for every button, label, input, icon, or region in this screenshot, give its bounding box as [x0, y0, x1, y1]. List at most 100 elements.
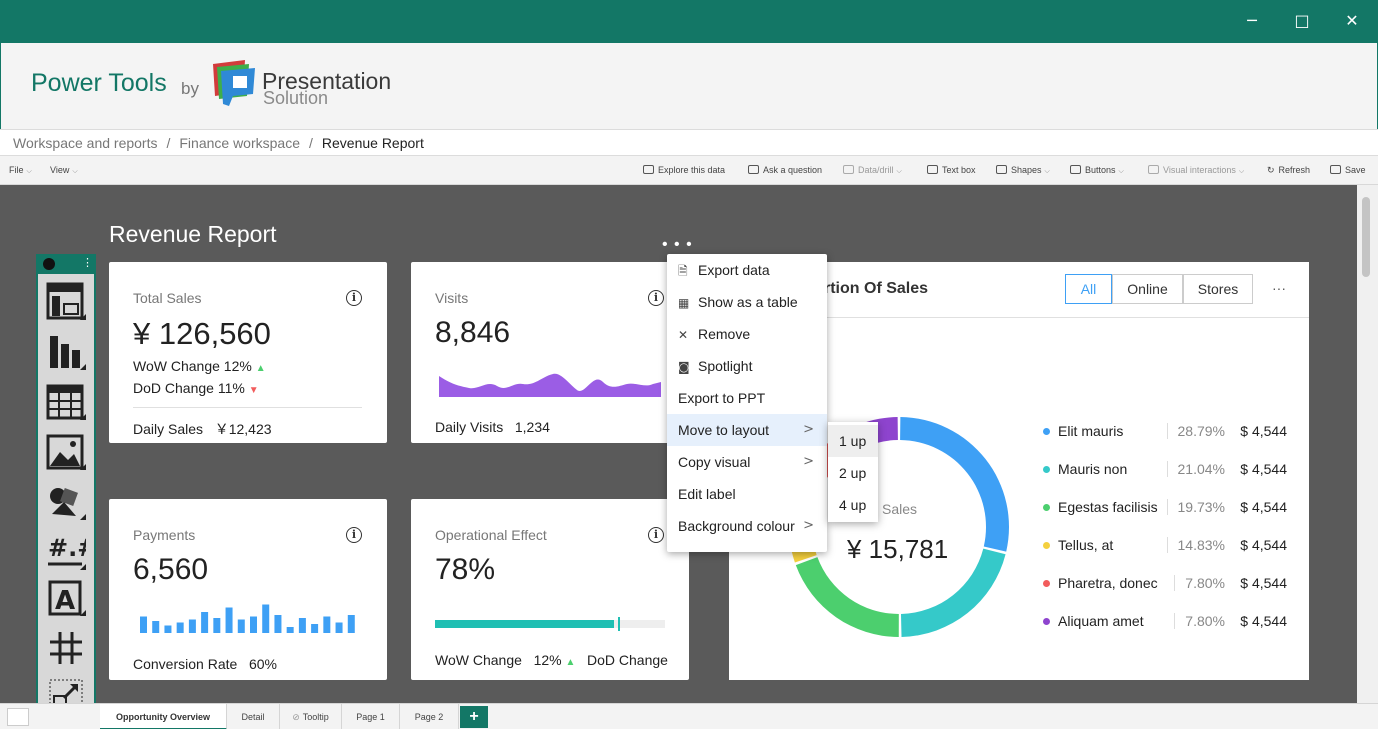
view-menu[interactable]: View ⌵ — [50, 165, 78, 176]
menu-label: Spotlight — [698, 358, 753, 374]
grid-tool-icon[interactable] — [46, 628, 86, 668]
payments-card[interactable]: Payments i 6,560 Conversion Rate 60% — [109, 499, 387, 680]
info-icon[interactable]: i — [346, 527, 362, 543]
chevron-down-icon: ⌵ — [72, 168, 78, 175]
submenu-1-up[interactable]: 1 up — [828, 425, 878, 457]
payments-bar — [347, 615, 355, 633]
payments-bar — [323, 616, 331, 633]
tab-detail[interactable]: Detail — [227, 704, 280, 729]
number-format-tool-icon[interactable]: #.# — [46, 532, 86, 572]
legend-name: Aliquam amet — [1058, 613, 1144, 629]
submenu-2-up[interactable]: 2 up — [839, 465, 867, 481]
legend-value: $ 4,544 — [1240, 423, 1287, 439]
visual-context-menu: 🗎 Export data ▦ Show as a table ✕ Remove ◙ S… — [667, 254, 827, 552]
chevron-down-icon: ⌵ — [1044, 168, 1050, 175]
menu-background-colour[interactable]: Background colour > — [667, 510, 827, 542]
grip-icon[interactable]: ⋮ — [82, 257, 93, 269]
info-icon[interactable]: i — [648, 290, 664, 306]
image-tool-icon[interactable] — [46, 432, 86, 472]
visual-interactions-button[interactable]: Visual interactions ⌵ — [1148, 165, 1244, 176]
legend-row[interactable]: Mauris non 21.04% $ 4,544 — [1043, 461, 1293, 481]
visits-card[interactable]: Visits i 8,846 Daily Visits 1,234 — [411, 262, 689, 443]
bar-chart-tool-icon[interactable] — [46, 332, 86, 372]
svg-text:A: A — [55, 586, 75, 616]
add-page-button[interactable]: + — [460, 706, 488, 728]
legend-row[interactable]: Elit mauris 28.79% $ 4,544 — [1043, 423, 1293, 443]
menu-move-to-layout[interactable]: Move to layout > — [667, 414, 827, 446]
scrollbar-thumb[interactable] — [1362, 197, 1370, 277]
legend-row[interactable]: Aliquam amet 7.80% $ 4,544 — [1043, 613, 1293, 633]
donut-segment[interactable] — [900, 417, 1009, 552]
donut-segment[interactable] — [795, 557, 899, 637]
shapes-button[interactable]: Shapes ⌵ — [996, 165, 1050, 176]
shapes-icon — [996, 165, 1007, 174]
text-box-button[interactable]: Text box — [927, 165, 976, 175]
menu-export-data[interactable]: 🗎 Export data — [667, 254, 827, 286]
menu-show-as-table[interactable]: ▦ Show as a table — [667, 286, 827, 318]
info-icon[interactable]: i — [648, 527, 664, 543]
tab-opportunity-overview[interactable]: Opportunity Overview — [100, 704, 227, 729]
tab-page-1[interactable]: Page 1 — [342, 704, 400, 729]
view-menu-label: View — [50, 165, 70, 175]
breadcrumb-separator: / — [309, 135, 313, 151]
binoculars-icon — [643, 165, 654, 174]
tab-tooltip[interactable]: ⊘ Tooltip — [280, 704, 342, 729]
breadcrumb-workspace[interactable]: Workspace and reports — [13, 135, 158, 151]
menu-remove[interactable]: ✕ Remove — [667, 318, 827, 350]
breadcrumb-finance-workspace[interactable]: Finance workspace — [179, 135, 300, 151]
progress-marker — [618, 617, 621, 631]
filter-all-button[interactable]: All — [1065, 274, 1112, 304]
menu-edit-label[interactable]: Edit label — [678, 486, 736, 502]
ask-question-button[interactable]: Ask a question — [748, 165, 822, 175]
conversion-rate-value: 60% — [248, 656, 277, 672]
refresh-button[interactable]: ↻ Refresh — [1267, 165, 1310, 176]
payments-bar — [286, 627, 294, 633]
submenu-4-up[interactable]: 4 up — [839, 497, 867, 513]
conversion-rate-label: Conversion Rate — [133, 656, 238, 672]
data-drill-button[interactable]: Data/drill ⌵ — [843, 165, 902, 176]
close-button[interactable]: ✕ — [1345, 11, 1359, 30]
desktop-view-icon[interactable] — [7, 708, 29, 726]
total-sales-card[interactable]: Total Sales i ¥ 126,560 WoW Change 12% ▲… — [109, 262, 387, 443]
donut-card-divider — [729, 317, 1309, 318]
donut-more-icon[interactable]: ··· — [1272, 280, 1286, 296]
explore-data-button[interactable]: Explore this data — [643, 165, 725, 175]
shapes-tool-icon[interactable] — [46, 482, 86, 522]
menu-export-to-ppt[interactable]: Export to PPT — [678, 390, 766, 406]
visits-area — [439, 373, 661, 397]
layout-tool-icon[interactable] — [46, 282, 86, 322]
buttons-button[interactable]: Buttons ⌵ — [1070, 165, 1124, 176]
legend-percent: 19.73% — [1166, 499, 1225, 515]
maximize-button[interactable]: □ — [1294, 11, 1310, 30]
info-icon[interactable]: i — [346, 290, 362, 306]
filter-online-button[interactable]: Online — [1112, 274, 1183, 304]
chevron-down-icon: ⌵ — [896, 168, 902, 175]
menu-copy-visual[interactable]: Copy visual > — [667, 446, 827, 478]
file-menu[interactable]: File ⌵ — [9, 165, 32, 176]
legend-row[interactable]: Tellus, at 14.83% $ 4,544 — [1043, 537, 1293, 557]
vertical-scrollbar[interactable] — [1357, 185, 1378, 703]
table-tool-icon[interactable] — [46, 382, 86, 422]
triangle-up-icon: ▲ — [565, 657, 576, 668]
conversion-rate: Conversion Rate 60% — [133, 656, 277, 672]
textbox-icon — [927, 165, 938, 174]
payments-bar — [213, 618, 221, 633]
save-button[interactable]: Save — [1330, 165, 1366, 175]
explore-data-label: Explore this data — [658, 165, 726, 175]
op-wow-value: 12% — [533, 652, 562, 668]
donut-segment[interactable] — [900, 548, 1006, 637]
minimize-button[interactable]: ─ — [1247, 11, 1257, 30]
legend-value: $ 4,544 — [1240, 575, 1287, 591]
text-tool-icon[interactable]: A — [46, 578, 86, 618]
tab-page-2[interactable]: Page 2 — [400, 704, 459, 729]
legend-row[interactable]: Egestas facilisis 19.73% $ 4,544 — [1043, 499, 1293, 519]
collapse-icon[interactable] — [43, 258, 55, 270]
operational-effect-card[interactable]: Operational Effect i 78% WoW Change 12% … — [411, 499, 689, 680]
card-value: ¥ 126,560 — [133, 316, 271, 351]
brand-name: Power Tools — [31, 69, 167, 97]
drill-icon — [843, 165, 854, 174]
filter-stores-button[interactable]: Stores — [1183, 274, 1253, 304]
more-options-icon[interactable]: • • • — [662, 236, 693, 253]
legend-row[interactable]: Pharetra, donec 7.80% $ 4,544 — [1043, 575, 1293, 595]
menu-spotlight[interactable]: ◙ Spotlight — [667, 350, 827, 382]
